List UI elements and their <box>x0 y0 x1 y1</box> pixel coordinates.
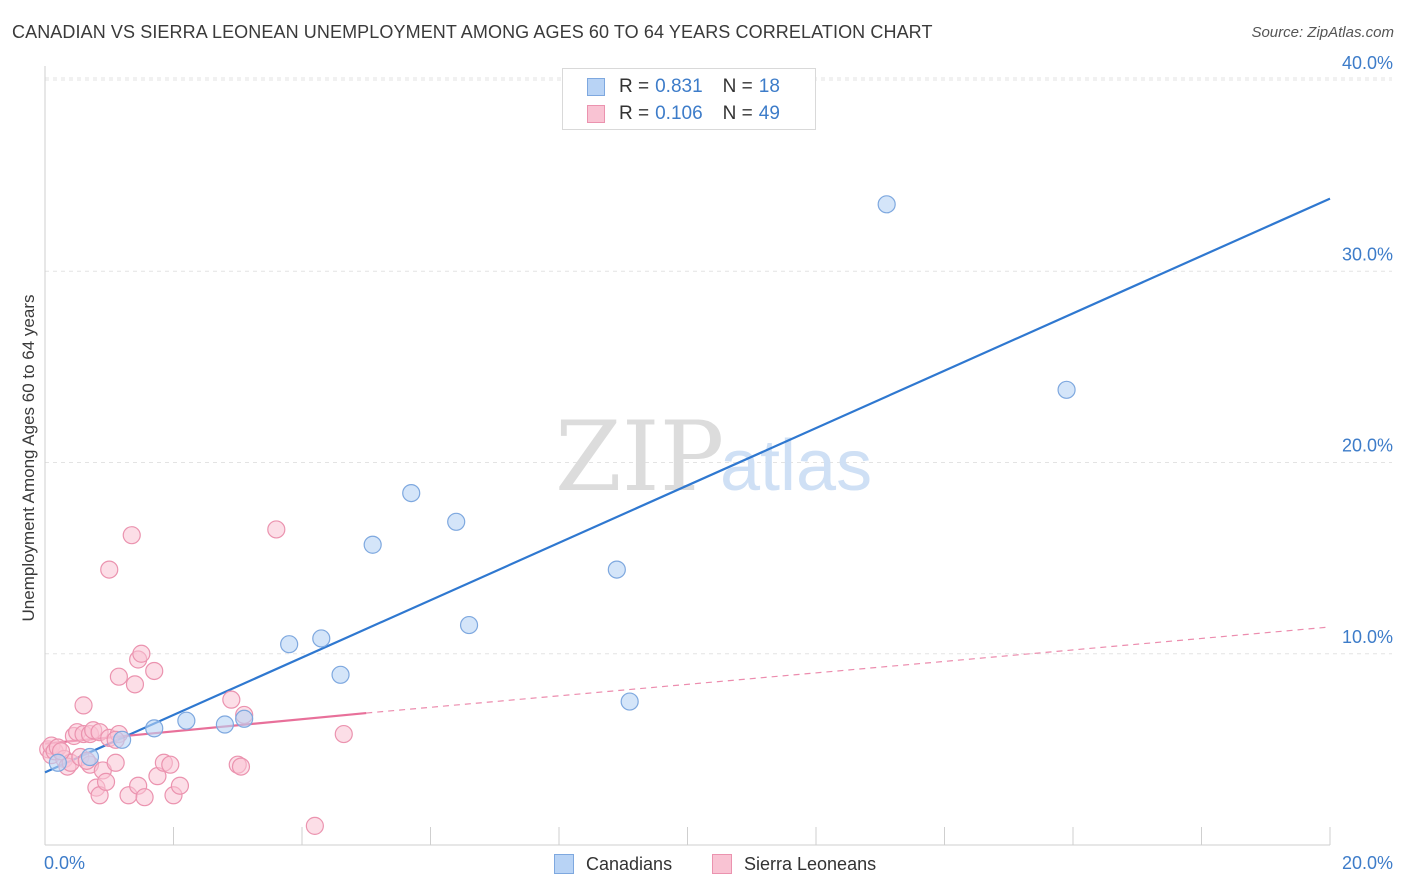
point-canadian <box>363 535 382 554</box>
bottom-legend-label-canadians: Canadians <box>586 853 673 874</box>
y-tick-label: 10.0% <box>1342 627 1393 647</box>
point-canadian <box>312 629 331 648</box>
point-sierra-leonean <box>125 675 145 694</box>
x-tick-label: 20.0% <box>1342 853 1393 873</box>
legend-n-label: N = <box>722 76 753 97</box>
legend-r-value: 0.831 <box>655 76 703 97</box>
legend-row-canadians: R = 0.831 N = 18 <box>587 75 780 99</box>
point-sierra-leonean <box>100 560 119 579</box>
correlation-legend: R = 0.831 N = 18 R = 0.106 N = 49 <box>562 68 816 130</box>
point-canadian <box>1057 380 1076 399</box>
point-canadian <box>607 560 626 579</box>
point-sierra-leonean <box>161 755 180 774</box>
legend-n-value: 18 <box>758 76 780 97</box>
source-attribution: Source: ZipAtlas.com <box>1251 24 1394 41</box>
trend-layer <box>44 197 1331 774</box>
chart-title: CANADIAN VS SIERRA LEONEAN UNEMPLOYMENT … <box>12 22 933 42</box>
point-sierra-leonean <box>267 520 286 539</box>
watermark-atlas: atlas <box>720 426 872 506</box>
bottom-legend-swatch-canadians <box>554 854 574 874</box>
y-tick-label: 30.0% <box>1342 244 1393 264</box>
point-canadian <box>459 615 479 635</box>
point-canadian <box>331 665 350 684</box>
point-sierra-leonean <box>122 526 141 545</box>
point-canadian <box>620 692 639 711</box>
point-sierra-leonean <box>222 690 241 709</box>
y-axis-label: Unemployment Among Ages 60 to 64 years <box>19 295 38 622</box>
point-canadian <box>447 512 466 531</box>
point-canadian <box>80 747 100 767</box>
trendline-canadians <box>44 197 1331 774</box>
point-sierra-leonean <box>305 816 324 835</box>
point-sierra-leonean <box>109 667 128 686</box>
y-tick-label: 40.0% <box>1342 53 1393 73</box>
point-sierra-leonean <box>106 753 125 772</box>
bottom-legend-label-sierra-leoneans: Sierra Leoneans <box>744 853 877 874</box>
legend-r-label: R = <box>619 103 650 124</box>
point-canadian <box>48 753 67 772</box>
y-tick-label: 20.0% <box>1342 436 1393 456</box>
bottom-legend-canadians: Canadians <box>554 852 672 876</box>
watermark-zip: ZIP <box>555 401 724 513</box>
point-sierra-leonean <box>135 788 154 807</box>
points-layer <box>39 195 1076 835</box>
legend-row-sierra-leoneans: R = 0.106 N = 49 <box>587 102 780 126</box>
watermark: ZIP atlas <box>555 401 872 513</box>
axis-layer: 10.0% 20.0% 30.0% 40.0% 0.0% 20.0% <box>44 53 1393 873</box>
bottom-legend-sierra-leoneans: Sierra Leoneans <box>712 852 876 876</box>
trendline-sierra-leoneans-extension <box>366 626 1331 714</box>
point-canadian <box>280 635 299 654</box>
point-sierra-leonean <box>96 772 116 791</box>
point-canadian <box>235 709 254 728</box>
point-canadian <box>877 195 896 214</box>
point-canadian <box>112 730 132 749</box>
point-sierra-leonean <box>334 724 353 744</box>
point-canadian <box>215 715 234 734</box>
legend-swatch-canadians <box>587 78 605 96</box>
point-sierra-leonean <box>170 776 190 795</box>
point-sierra-leonean <box>231 757 251 776</box>
point-sierra-leonean <box>145 661 164 681</box>
point-sierra-leonean <box>74 696 93 715</box>
legend-r-label: R = <box>619 76 650 97</box>
grid-layer <box>45 77 1392 655</box>
legend-n-label: N = <box>722 103 753 124</box>
point-canadian <box>145 719 164 738</box>
point-canadian <box>402 484 421 503</box>
bottom-legend-swatch-sierra-leoneans <box>712 854 732 874</box>
legend-r-value: 0.106 <box>655 103 703 124</box>
legend-n-value: 49 <box>758 103 780 124</box>
point-canadian <box>177 711 196 730</box>
x-tick-label: 0.0% <box>44 853 85 873</box>
legend-swatch-sierra-leoneans <box>587 105 605 123</box>
point-sierra-leonean <box>132 644 151 663</box>
